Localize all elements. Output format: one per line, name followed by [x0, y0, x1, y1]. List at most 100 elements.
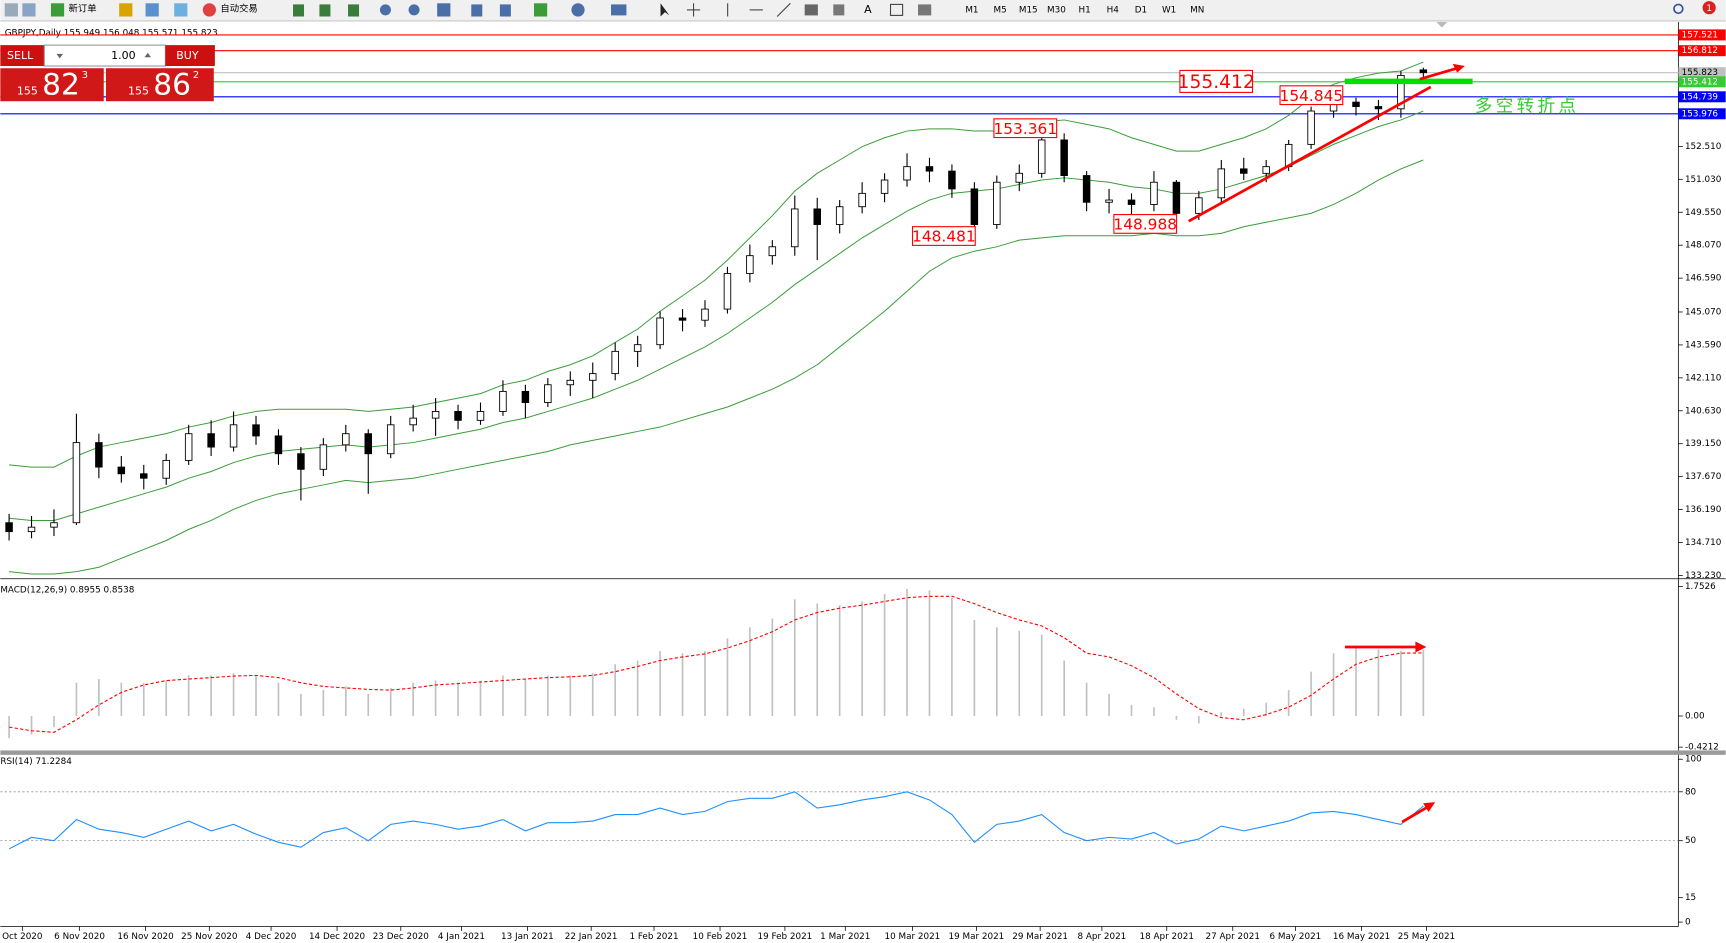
- x-tick-label: 6 Nov 2020: [54, 932, 105, 942]
- timeframe-button: MN: [1190, 5, 1204, 15]
- lot-value: 1.00: [111, 49, 136, 62]
- y-tick-label: 139.150: [1685, 439, 1722, 449]
- ask-sup: 2: [193, 70, 199, 81]
- candle-body: [723, 273, 732, 310]
- price-level-label: 155.823: [1682, 68, 1718, 78]
- search-icon[interactable]: [1673, 3, 1684, 15]
- arrow: [1401, 806, 1428, 824]
- y-tick-label: 140.630: [1685, 406, 1722, 416]
- indicator-title: MACD(12,26,9) 0.8955 0.8538: [0, 585, 134, 595]
- candle-body: [521, 390, 530, 403]
- bid-big: 155: [17, 84, 38, 97]
- candle-body: [656, 317, 664, 346]
- lot-down[interactable]: [56, 53, 64, 59]
- toolbar: [0, 0, 1726, 21]
- candle-body: [1150, 181, 1158, 205]
- annotation-box: [911, 226, 976, 246]
- x-tick-label: 22 Jan 2021: [565, 932, 618, 942]
- ask-big: 155: [128, 84, 149, 97]
- candle-body: [162, 459, 170, 479]
- x-tick-label: 19 Feb 2021: [758, 932, 813, 942]
- candle-body: [970, 188, 979, 225]
- price-level-tag: [1678, 45, 1726, 57]
- candle-body: [386, 424, 395, 455]
- candle-body: [858, 192, 866, 208]
- auto-trading-button[interactable]: 自动交易: [220, 2, 257, 14]
- zoom-icons[interactable]: [379, 3, 451, 17]
- y-tick-label: -0.4212: [1685, 743, 1719, 753]
- tool-icons[interactable]: A: [471, 3, 932, 17]
- candle-body: [1172, 181, 1181, 214]
- x-tick-label: 13 Jan 2021: [501, 932, 554, 942]
- candle-body: [342, 433, 350, 446]
- toolbar-icon[interactable]: [119, 3, 133, 17]
- x-tick-label: 4 Jan 2021: [438, 932, 485, 942]
- buy-button[interactable]: [165, 45, 215, 67]
- notification-badge[interactable]: [1702, 1, 1716, 15]
- arrow-head: [1415, 641, 1427, 653]
- new-order-icon[interactable]: [50, 3, 65, 17]
- candle-body: [184, 433, 193, 461]
- candle-body: [1082, 175, 1091, 203]
- toolbar-icon[interactable]: [22, 3, 36, 17]
- candle-body: [72, 442, 81, 524]
- y-tick-label: 134.710: [1685, 538, 1722, 548]
- trade-panel: SELL 1.00 BUY 155 82 3 155 86 2: [0, 44, 215, 102]
- chart-type-icons[interactable]: [293, 4, 360, 17]
- candle-body: [50, 522, 58, 528]
- candle-body: [1015, 172, 1024, 183]
- candle-body: [611, 350, 619, 375]
- annotation-box: [993, 118, 1058, 139]
- candle-body: [1037, 139, 1046, 174]
- chart-area: [0, 22, 1726, 943]
- chart-title: GBPJPY,Daily 155.949 156.048 155.571 155…: [5, 29, 218, 39]
- toolbar-icon[interactable]: [174, 3, 188, 17]
- candle-body: [1307, 110, 1315, 145]
- bollinger-band: [9, 159, 1424, 575]
- price-level-label: 154.739: [1682, 92, 1718, 102]
- y-tick-label: 151.030: [1685, 175, 1722, 185]
- chart-shift-marker: [1436, 22, 1448, 28]
- timeframe-button: D1: [1135, 5, 1147, 15]
- ask-main: 86: [153, 67, 191, 102]
- candle-body: [791, 208, 799, 248]
- timeframe-button: M5: [994, 5, 1007, 15]
- panel-separator: [0, 750, 1726, 755]
- sell-label: SELL: [7, 49, 34, 62]
- ask-box[interactable]: [105, 68, 214, 102]
- x-tick-label: 23 Dec 2020: [373, 932, 430, 942]
- price-level-label: 155.412: [1682, 77, 1718, 87]
- candle-body: [1060, 139, 1068, 176]
- indicator-title: RSI(14) 71.2284: [0, 757, 72, 767]
- y-tick-label: 149.550: [1685, 208, 1722, 218]
- price-level-tag: [1678, 76, 1726, 88]
- candle-body: [566, 379, 575, 386]
- x-tick-label: 10 Feb 2021: [693, 932, 748, 942]
- candle-body: [1352, 101, 1360, 108]
- candle-body: [835, 206, 844, 225]
- y-tick-label: 145.070: [1685, 307, 1722, 317]
- lot-up[interactable]: [144, 52, 152, 58]
- candle-body: [229, 424, 238, 448]
- candle-body: [948, 170, 956, 190]
- price-level-tag: [1678, 108, 1726, 120]
- auto-trading-icon[interactable]: [202, 3, 216, 17]
- annotation-note: 多空转折点: [1475, 97, 1579, 117]
- candle-body: [1397, 74, 1405, 110]
- x-tick-label: 1 Mar 2021: [820, 932, 870, 942]
- toolbar-icon[interactable]: [145, 3, 159, 17]
- sell-button[interactable]: [0, 45, 45, 67]
- annotation-box: [1113, 214, 1178, 234]
- candle-body: [813, 208, 821, 225]
- bid-box[interactable]: [0, 68, 104, 102]
- candle-body: [476, 411, 485, 421]
- toolbar-icon[interactable]: [4, 3, 18, 17]
- timeframe-button: W1: [1162, 5, 1176, 15]
- candle-body: [364, 433, 372, 455]
- candle-body: [274, 435, 283, 455]
- price-level-tag: [1678, 29, 1726, 41]
- timeframe-button: H4: [1107, 5, 1120, 15]
- new-order-button[interactable]: 新订单: [69, 2, 97, 14]
- price-level-label: 153.976: [1682, 109, 1719, 119]
